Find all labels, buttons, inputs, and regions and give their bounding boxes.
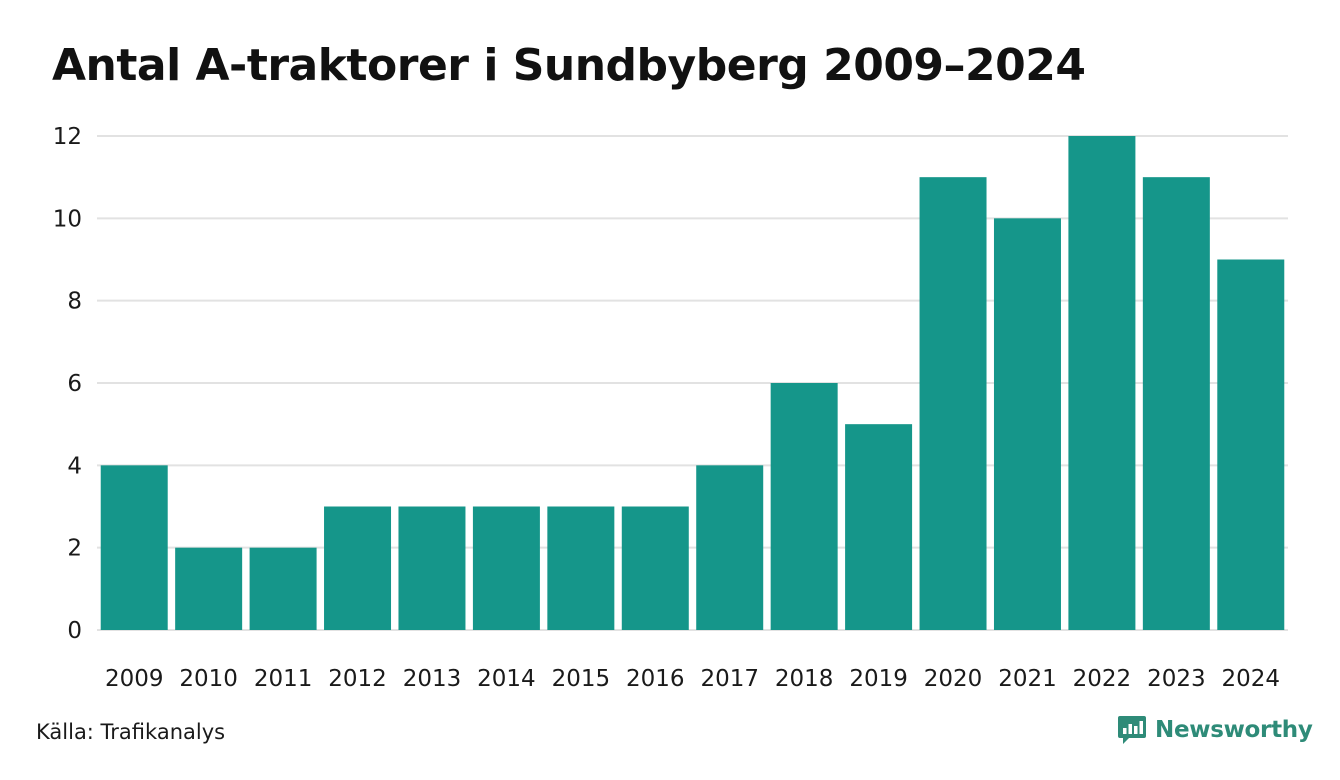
y-tick-label: 0 [67,618,82,644]
y-tick-label: 4 [67,453,82,479]
x-tick-label: 2013 [403,666,462,692]
bar-2024 [1217,259,1285,630]
x-tick-label: 2015 [552,666,611,692]
x-tick-label: 2014 [477,666,536,692]
bar-2009 [100,465,168,630]
x-tick-label: 2009 [105,666,164,692]
brand-name: Newsworthy [1155,717,1313,743]
x-tick-label: 2016 [626,666,685,692]
x-tick-label: 2024 [1222,666,1281,692]
x-tick-label: 2019 [849,666,908,692]
bar-2018 [770,383,838,630]
bar-2010 [175,547,243,630]
y-tick-label: 10 [53,206,82,232]
x-tick-label: 2022 [1073,666,1132,692]
bar-2011 [249,547,317,630]
x-tick-label: 2012 [328,666,387,692]
bar-2014 [472,506,540,630]
x-tick-label: 2011 [254,666,313,692]
x-tick-label: 2021 [998,666,1057,692]
y-tick-label: 12 [53,124,82,150]
bar-2023 [1142,177,1210,630]
x-tick-label: 2010 [179,666,238,692]
x-axis-ticks: 2009 2010 2011 2012 2013 2014 2015 2016 2017 2018… [105,666,1280,692]
bar-2020 [919,177,987,630]
bars [100,136,1285,631]
chart-title: Antal A-traktorer i Sundbyberg 2009–2024 [52,40,1086,91]
bar-2019 [845,424,913,630]
bar-2017 [696,465,764,630]
source-note: Källa: Trafikanalys [36,720,226,744]
x-tick-label: 2020 [924,666,983,692]
y-tick-label: 6 [67,371,82,397]
y-axis-ticks: 0 2 4 6 8 10 12 [53,124,82,644]
newsworthy-logo-icon [1118,716,1146,744]
bar-2013 [398,506,466,630]
bar-2015 [547,506,615,630]
x-tick-label: 2023 [1147,666,1206,692]
bar-2021 [993,218,1061,631]
bar-2012 [324,506,392,630]
brand-logo: Newsworthy [1117,714,1313,746]
y-tick-label: 2 [67,536,82,562]
bar-2022 [1068,136,1136,630]
x-tick-label: 2018 [775,666,834,692]
y-tick-label: 8 [67,289,82,315]
bar-2016 [621,506,689,630]
x-tick-label: 2017 [700,666,759,692]
